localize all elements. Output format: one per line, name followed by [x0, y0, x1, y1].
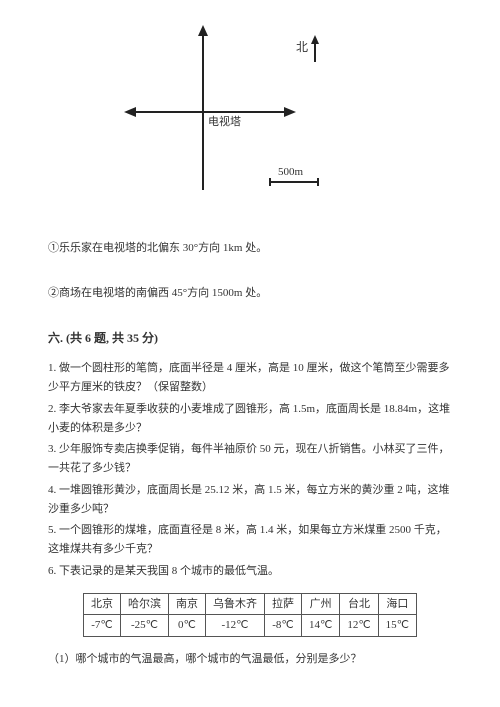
city-cell: 乌鲁木齐 [205, 593, 264, 615]
question-1: 1. 做一个圆柱形的笔筒，底面半径是 4 厘米，高是 10 厘米，做这个笔筒至少… [48, 359, 452, 398]
question-4: 4. 一堆圆锥形黄沙，底面周长是 25.12 米，高 1.5 米，每立方米的黄沙… [48, 481, 452, 520]
city-cell: 海口 [378, 593, 416, 615]
city-cell: 南京 [168, 593, 205, 615]
compass-diagram: 北 电视塔 500m [108, 20, 368, 220]
temp-cell: 14℃ [301, 615, 339, 637]
question-2: 2. 李大爷家去年夏季收获的小麦堆成了圆锥形，高 1.5m，底面周长是 18.8… [48, 400, 452, 439]
city-cell: 拉萨 [264, 593, 301, 615]
section-6-title: 六. (共 6 题, 共 35 分) [48, 329, 452, 347]
temp-cell: 15℃ [378, 615, 416, 637]
city-cell: 哈尔滨 [120, 593, 168, 615]
temperature-table: 北京 哈尔滨 南京 乌鲁木齐 拉萨 广州 台北 海口 -7℃ -25℃ 0℃ -… [83, 593, 417, 637]
temp-cell: 12℃ [340, 615, 378, 637]
question-6: 6. 下表记录的是某天我国 8 个城市的最低气温。 [48, 562, 452, 581]
temp-cell: -25℃ [120, 615, 168, 637]
table-row: -7℃ -25℃ 0℃ -12℃ -8℃ 14℃ 12℃ 15℃ [83, 615, 416, 637]
temp-cell: -12℃ [205, 615, 264, 637]
temp-cell: 0℃ [168, 615, 205, 637]
question-5: 5. 一个圆锥形的煤堆，底面直径是 8 米，高 1.4 米，如果每立方米煤重 2… [48, 521, 452, 560]
north-label: 北 [296, 38, 308, 56]
table-row: 北京 哈尔滨 南京 乌鲁木齐 拉萨 广州 台北 海口 [83, 593, 416, 615]
sub-question-1: （1）哪个城市的气温最高，哪个城市的气温最低，分别是多少？ [48, 651, 452, 668]
city-cell: 北京 [83, 593, 120, 615]
temp-cell: -8℃ [264, 615, 301, 637]
scale-label: 500m [278, 164, 303, 181]
center-label: 电视塔 [208, 114, 241, 131]
temp-cell: -7℃ [83, 615, 120, 637]
question-3: 3. 少年服饰专卖店换季促销，每件半袖原价 50 元，现在八折销售。小林买了三件… [48, 440, 452, 479]
city-cell: 台北 [340, 593, 378, 615]
city-cell: 广州 [301, 593, 339, 615]
problem-2: ②商场在电视塔的南偏西 45°方向 1500m 处。 [48, 285, 452, 302]
problem-1: ①乐乐家在电视塔的北偏东 30°方向 1km 处。 [48, 240, 452, 257]
